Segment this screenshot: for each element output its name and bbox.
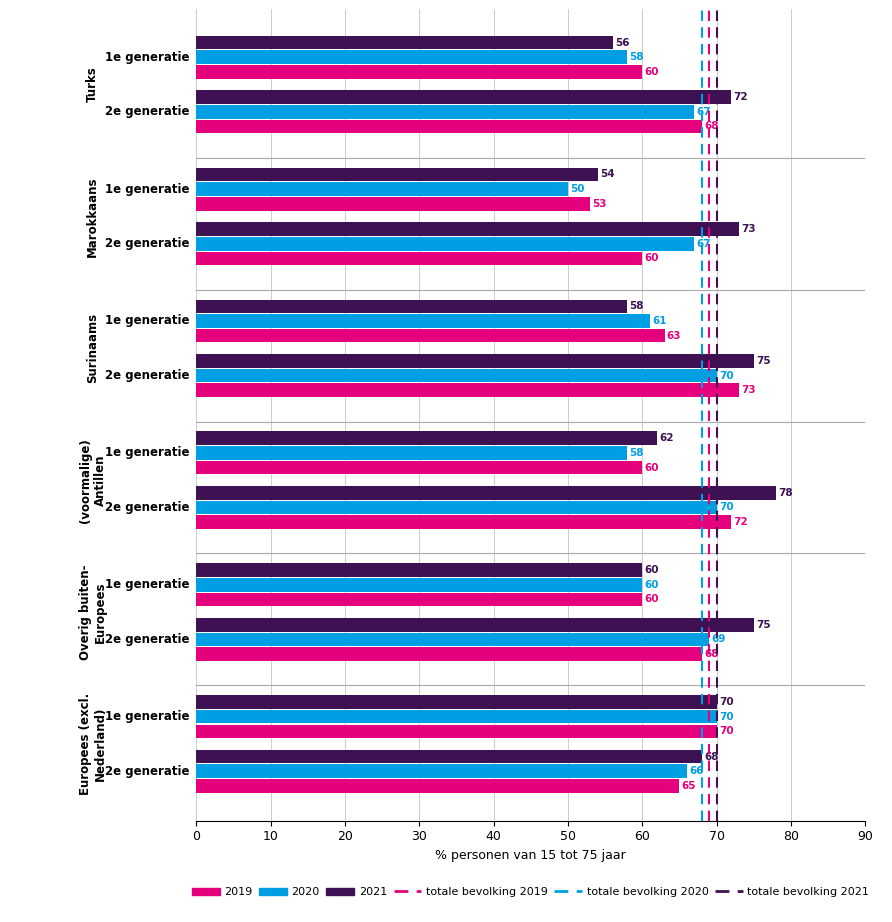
Bar xyxy=(196,65,642,78)
Text: 75: 75 xyxy=(756,620,771,630)
Bar xyxy=(196,578,642,592)
Text: 61: 61 xyxy=(652,316,666,326)
Bar xyxy=(196,725,716,739)
Bar xyxy=(196,618,754,632)
Text: 58: 58 xyxy=(630,53,644,62)
Text: Europees (excl.
Nederland): Europees (excl. Nederland) xyxy=(78,692,106,795)
Text: 60: 60 xyxy=(644,463,659,473)
Bar xyxy=(196,222,739,236)
Text: 68: 68 xyxy=(704,649,718,659)
Text: 54: 54 xyxy=(599,170,615,180)
Bar xyxy=(196,369,716,383)
Bar xyxy=(196,300,627,313)
Bar xyxy=(196,647,702,661)
Bar xyxy=(196,183,568,195)
Bar xyxy=(196,764,687,778)
Text: 70: 70 xyxy=(719,502,733,513)
Legend: 2019, 2020, 2021, totale bevolking 2019, totale bevolking 2020, totale bevolking: 2019, 2020, 2021, totale bevolking 2019,… xyxy=(188,883,873,902)
Bar xyxy=(196,695,716,709)
Text: 60: 60 xyxy=(644,595,659,605)
Text: 2e generatie: 2e generatie xyxy=(105,369,190,382)
Bar xyxy=(196,515,731,529)
Text: 2e generatie: 2e generatie xyxy=(105,501,190,514)
Text: 63: 63 xyxy=(666,331,681,340)
Text: 60: 60 xyxy=(644,565,659,575)
Text: 1e generatie: 1e generatie xyxy=(105,710,190,723)
Bar xyxy=(196,51,627,64)
Bar xyxy=(196,501,716,514)
Bar xyxy=(196,105,694,119)
Bar xyxy=(196,36,613,50)
Text: Turks: Turks xyxy=(86,66,99,102)
Text: 1e generatie: 1e generatie xyxy=(105,183,190,195)
Text: 60: 60 xyxy=(644,580,659,590)
Text: 1e generatie: 1e generatie xyxy=(105,446,190,459)
Text: 68: 68 xyxy=(704,122,718,132)
Bar xyxy=(196,120,702,134)
Bar xyxy=(196,593,642,607)
Text: 67: 67 xyxy=(697,239,711,249)
Text: 2e generatie: 2e generatie xyxy=(105,237,190,250)
Text: 73: 73 xyxy=(741,224,756,234)
Text: 2e generatie: 2e generatie xyxy=(105,105,190,118)
Text: 62: 62 xyxy=(659,433,673,443)
Text: (voormalige)
Antillen: (voormalige) Antillen xyxy=(78,438,106,523)
Text: 53: 53 xyxy=(592,199,607,208)
Text: 58: 58 xyxy=(630,448,644,458)
Bar xyxy=(196,486,776,500)
Bar xyxy=(196,252,642,266)
Bar xyxy=(196,384,739,397)
Bar xyxy=(196,168,598,182)
Text: 2e generatie: 2e generatie xyxy=(105,764,190,778)
Text: Marokkaans: Marokkaans xyxy=(86,176,99,256)
Text: 60: 60 xyxy=(644,254,659,264)
Bar xyxy=(196,632,709,646)
Text: 65: 65 xyxy=(681,781,696,791)
Text: 1e generatie: 1e generatie xyxy=(105,578,190,591)
Text: 2e generatie: 2e generatie xyxy=(105,632,190,646)
Text: 70: 70 xyxy=(719,727,733,737)
Text: 70: 70 xyxy=(719,697,733,707)
Text: 68: 68 xyxy=(704,751,718,762)
Text: 1e generatie: 1e generatie xyxy=(105,314,190,327)
Text: 56: 56 xyxy=(615,38,629,48)
Bar xyxy=(196,750,702,763)
Bar xyxy=(196,446,627,460)
Bar xyxy=(196,354,754,368)
Text: 1e generatie: 1e generatie xyxy=(105,51,190,64)
Text: 66: 66 xyxy=(689,766,704,776)
Bar xyxy=(196,237,694,251)
Text: 69: 69 xyxy=(712,634,726,644)
Bar xyxy=(196,563,642,577)
Text: Surinaams: Surinaams xyxy=(86,313,99,384)
Bar xyxy=(196,710,716,724)
Text: Overig buiten-
Europees: Overig buiten- Europees xyxy=(78,564,106,660)
Bar xyxy=(196,90,731,104)
Bar xyxy=(196,329,665,342)
Text: 58: 58 xyxy=(630,301,644,312)
Text: 78: 78 xyxy=(778,488,793,498)
Text: 60: 60 xyxy=(644,66,659,77)
Bar xyxy=(196,779,680,793)
Bar xyxy=(196,431,657,445)
Bar xyxy=(196,314,649,328)
Text: 73: 73 xyxy=(741,385,756,396)
Text: 75: 75 xyxy=(756,356,771,366)
Bar xyxy=(196,461,642,474)
Text: 50: 50 xyxy=(570,184,584,194)
Text: 67: 67 xyxy=(697,107,711,117)
Bar xyxy=(196,197,591,210)
X-axis label: % personen van 15 tot 75 jaar: % personen van 15 tot 75 jaar xyxy=(435,849,626,862)
Text: 72: 72 xyxy=(733,92,748,102)
Text: 70: 70 xyxy=(719,371,733,381)
Text: 72: 72 xyxy=(733,517,748,527)
Text: 70: 70 xyxy=(719,712,733,722)
